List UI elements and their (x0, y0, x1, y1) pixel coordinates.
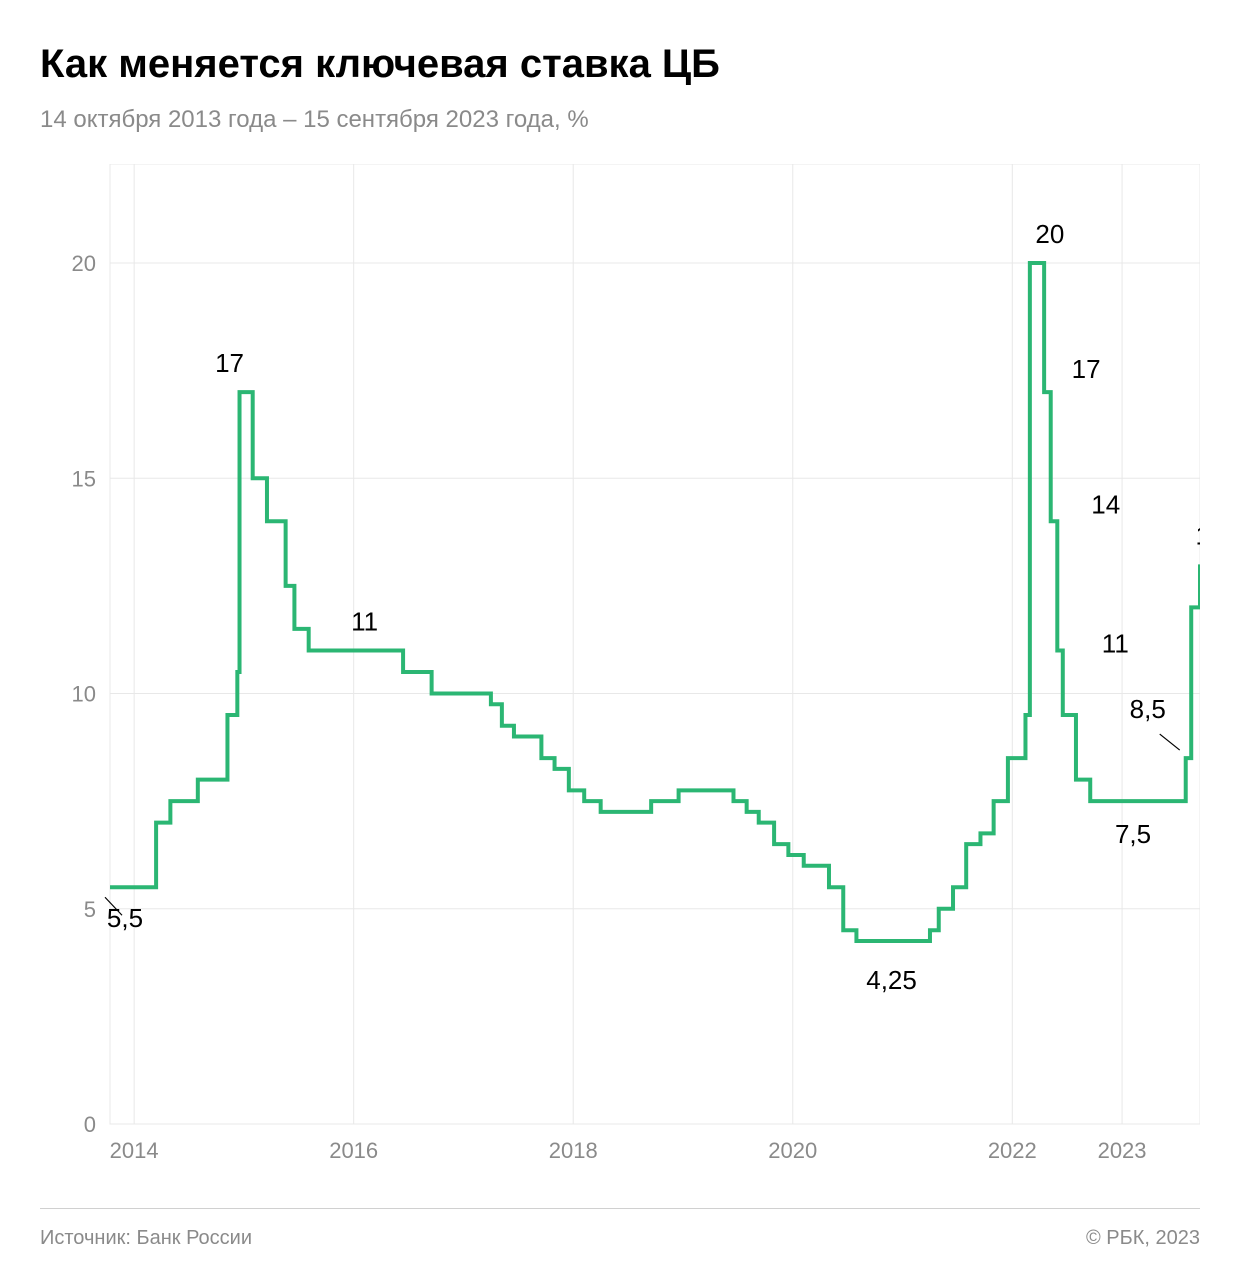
x-axis-label: 2020 (768, 1138, 817, 1163)
x-axis-label: 2016 (329, 1138, 378, 1163)
rate-series-line (110, 263, 1200, 941)
chart-area: 051015202014201620182020202220235,517114… (40, 164, 1200, 1164)
chart-footer: Источник: Банк России © РБК, 2023 (40, 1208, 1200, 1250)
x-axis-label: 2022 (988, 1138, 1037, 1163)
annotation-label: 8,5 (1130, 694, 1166, 724)
x-axis-label: 2014 (110, 1138, 159, 1163)
annotation-label: 17 (215, 348, 244, 378)
chart-svg: 051015202014201620182020202220235,517114… (40, 164, 1200, 1164)
copyright-label: © РБК, 2023 (1086, 1227, 1200, 1250)
annotation-label: 20 (1035, 219, 1064, 249)
annotation-label: 4,25 (866, 965, 917, 995)
annotation-label: 14 (1091, 489, 1120, 519)
annotation-label: 5,5 (107, 903, 143, 933)
x-axis-label: 2023 (1098, 1138, 1147, 1163)
annotation-label: 17 (1072, 354, 1101, 384)
y-axis-label: 5 (84, 897, 96, 922)
annotation-label: 11 (351, 606, 378, 636)
annotation-leader (1160, 734, 1180, 750)
plot-border (110, 164, 1200, 1124)
x-axis-label: 2018 (549, 1138, 598, 1163)
y-axis-label: 0 (84, 1112, 96, 1137)
chart-title: Как меняется ключевая ставка ЦБ (40, 40, 1200, 88)
annotation-label: 13 (1196, 520, 1200, 550)
chart-container: Как меняется ключевая ставка ЦБ 14 октяб… (0, 0, 1240, 1280)
y-axis-label: 15 (72, 466, 96, 491)
annotation-label: 11 (1102, 628, 1129, 658)
y-axis-label: 20 (72, 251, 96, 276)
source-label: Источник: Банк России (40, 1227, 252, 1250)
chart-subtitle: 14 октября 2013 года – 15 сентября 2023 … (40, 106, 1200, 134)
y-axis-label: 10 (72, 682, 96, 707)
annotation-label: 7,5 (1115, 819, 1151, 849)
